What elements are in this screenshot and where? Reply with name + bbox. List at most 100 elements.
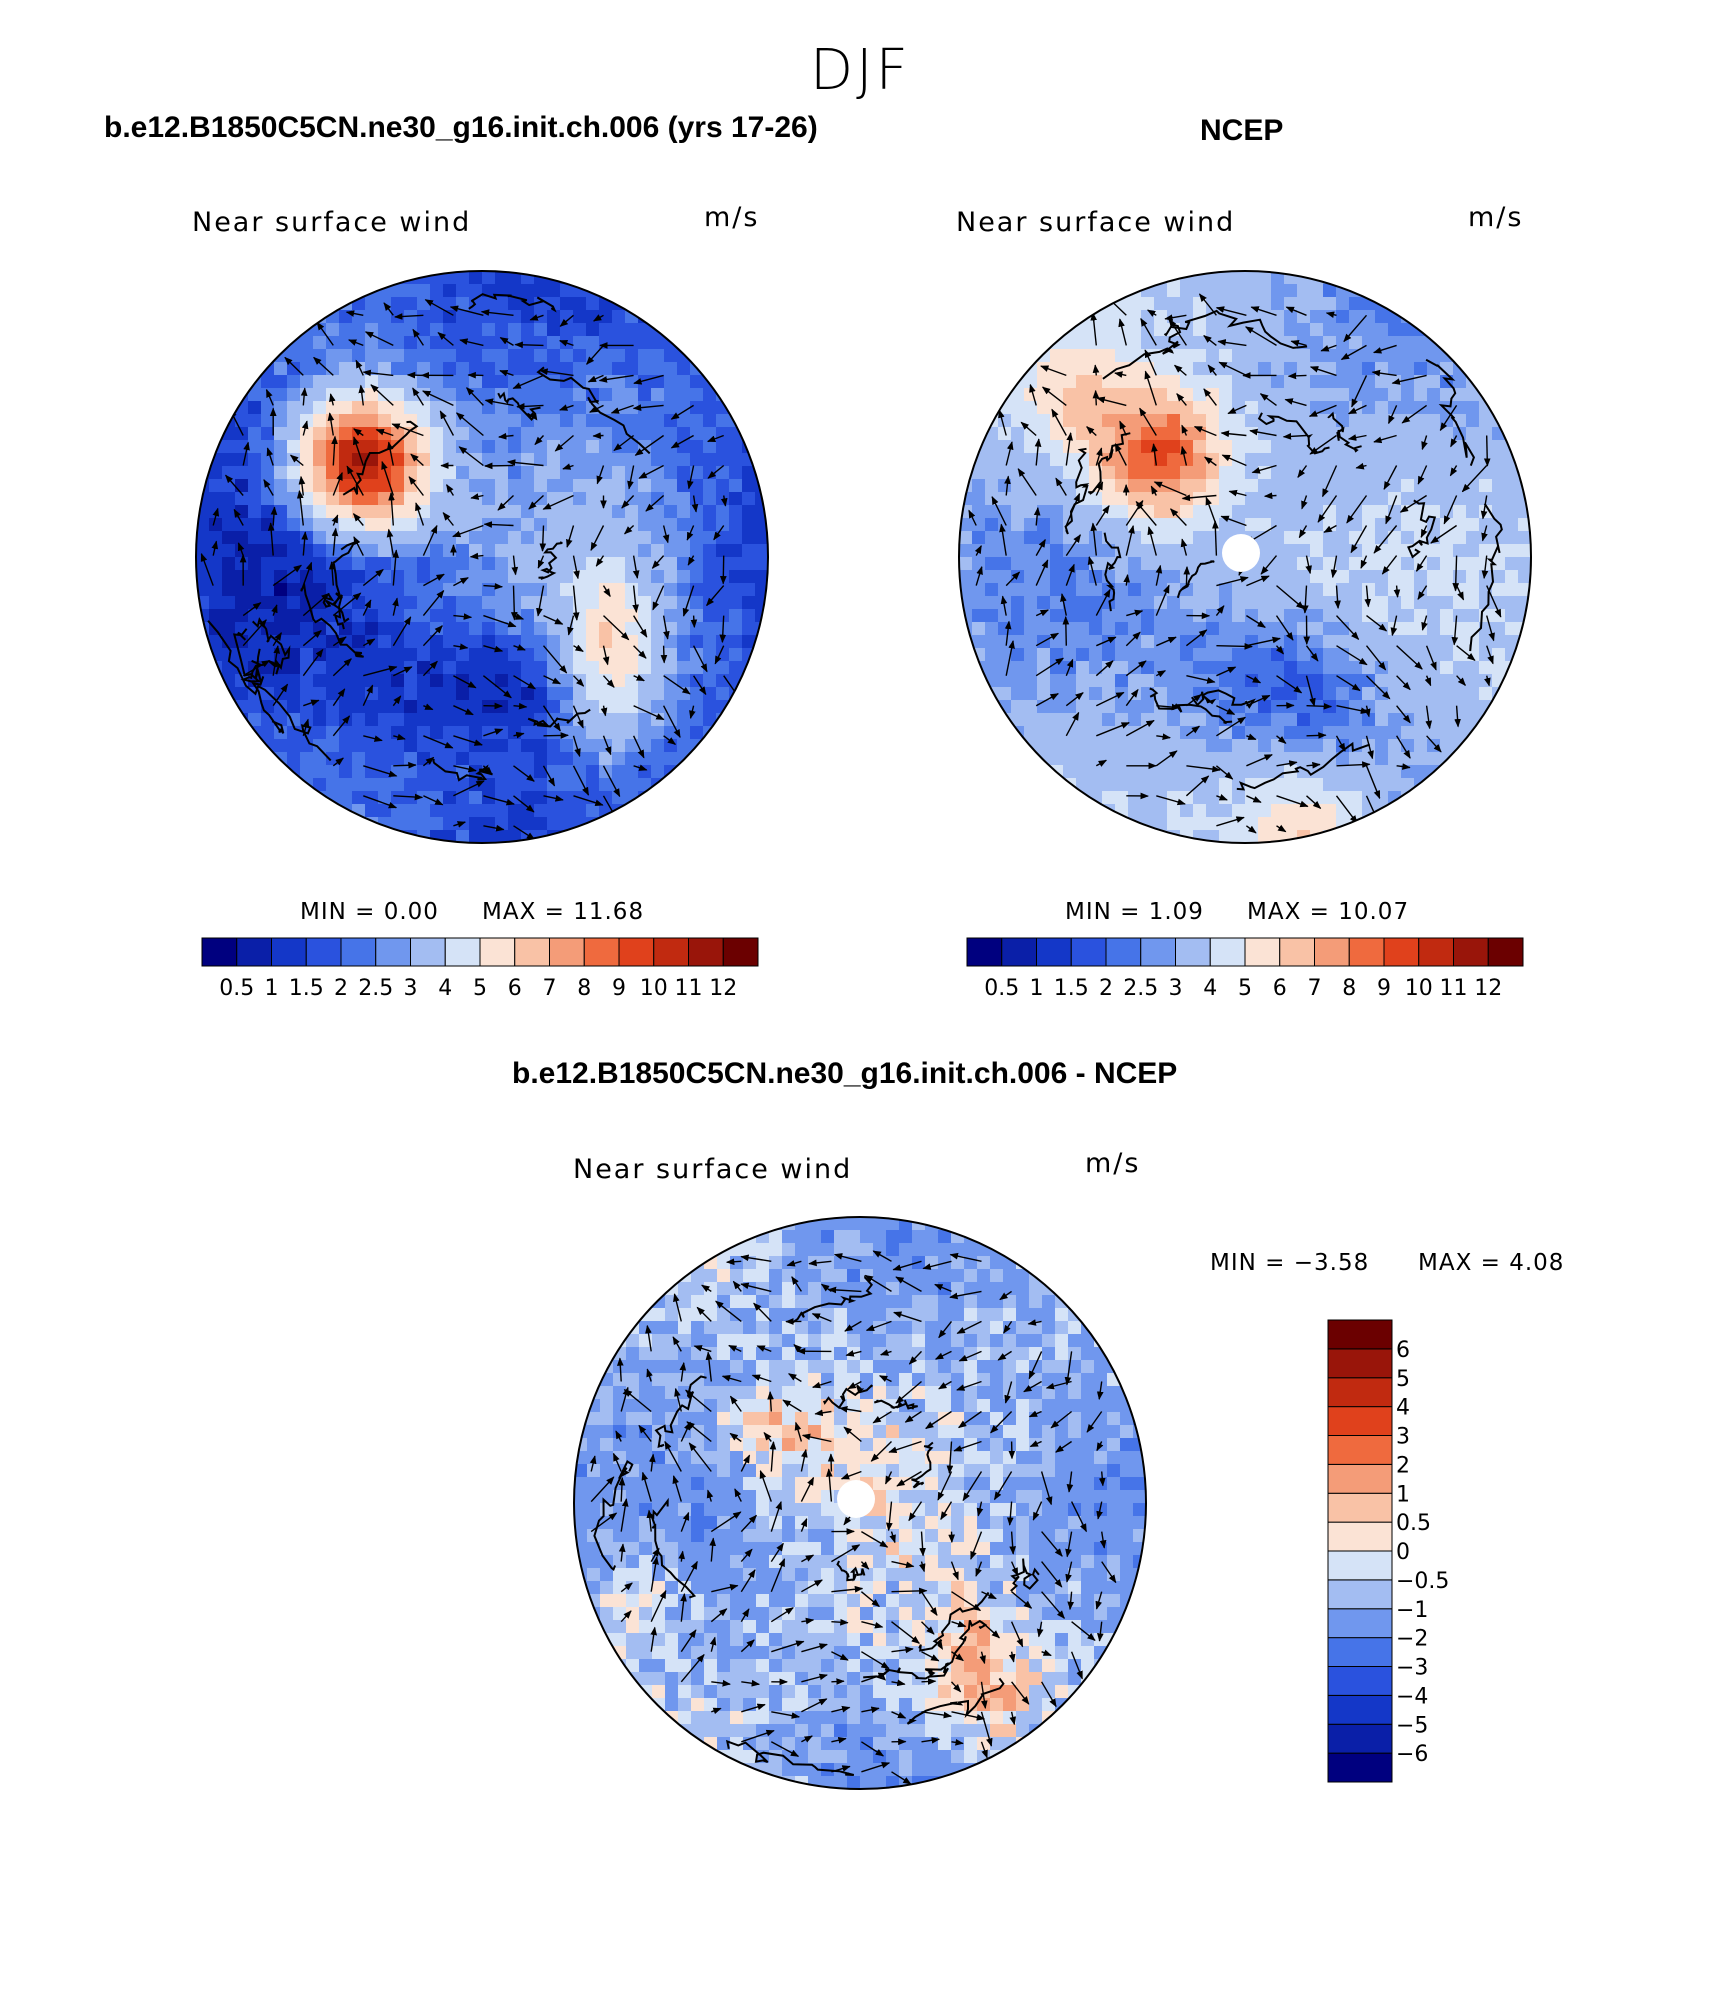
field-cell	[1128, 752, 1142, 766]
field-cell	[1323, 622, 1337, 636]
field-cell	[508, 284, 522, 298]
field-cell	[1258, 518, 1272, 532]
field-cell	[977, 1373, 991, 1387]
field-cell	[1081, 1373, 1095, 1387]
field-cell	[1141, 648, 1155, 662]
field-cell	[443, 817, 457, 831]
field-cell	[1089, 687, 1103, 701]
wind-vector	[1156, 795, 1186, 806]
field-cell	[691, 1282, 705, 1296]
field-cell	[612, 479, 626, 493]
field-cell	[587, 1490, 601, 1504]
field-cell	[508, 583, 522, 597]
field-cell	[1050, 557, 1064, 571]
field-cell	[959, 544, 973, 558]
field-cell	[769, 1373, 783, 1387]
field-cell	[469, 388, 483, 402]
field-cell	[612, 518, 626, 532]
field-cell	[873, 1425, 887, 1439]
field-cell	[1128, 479, 1142, 493]
field-cell	[1042, 1360, 1056, 1374]
field-cell	[573, 544, 587, 558]
wind-vector	[483, 795, 515, 806]
field-cell	[677, 479, 691, 493]
field-cell	[599, 453, 613, 467]
field-cell	[1167, 622, 1181, 636]
field-cell	[1081, 1464, 1095, 1478]
field-cell	[925, 1477, 939, 1491]
field-cell	[1349, 583, 1363, 597]
field-cell	[365, 310, 379, 324]
field-cell	[1245, 271, 1259, 285]
wind-vector	[706, 585, 725, 607]
field-cell	[430, 661, 444, 675]
field-cell	[1492, 453, 1506, 467]
field-cell	[834, 1321, 848, 1335]
field-cell	[1388, 336, 1402, 350]
field-cell	[1466, 492, 1480, 506]
field-cell	[1245, 427, 1259, 441]
field-cell	[313, 414, 327, 428]
wind-vector	[313, 356, 334, 376]
field-cell	[808, 1386, 822, 1400]
field-cell	[1362, 479, 1376, 493]
field-cell	[456, 492, 470, 506]
field-cell	[378, 661, 392, 675]
field-cell	[1120, 1503, 1134, 1517]
field-cell	[587, 1438, 601, 1452]
field-cell	[1219, 804, 1233, 818]
field-cell	[586, 778, 600, 792]
field-cell	[1414, 713, 1428, 727]
field-cell	[925, 1217, 939, 1231]
field-cell	[1271, 310, 1285, 324]
field-cell	[972, 596, 986, 610]
wind-vector	[602, 645, 610, 666]
field-cell	[1362, 466, 1376, 480]
field-cell	[677, 726, 691, 740]
field-cell	[469, 401, 483, 415]
field-cell	[899, 1347, 913, 1361]
field-cell	[482, 440, 496, 454]
field-cell	[625, 752, 639, 766]
field-cell	[1310, 518, 1324, 532]
field-cell	[1011, 557, 1025, 571]
field-cell	[1453, 674, 1467, 688]
field-cell	[196, 531, 210, 545]
field-cell	[495, 414, 509, 428]
field-cell	[521, 596, 535, 610]
field-cell	[985, 609, 999, 623]
field-cell	[508, 713, 522, 727]
field-cell	[717, 1425, 731, 1439]
field-cell	[1037, 453, 1051, 467]
field-cell	[1258, 713, 1272, 727]
wind-vector	[499, 370, 514, 377]
field-cell	[573, 570, 587, 584]
field-cell	[1154, 544, 1168, 558]
field-cell	[1193, 544, 1207, 558]
field-cell	[313, 687, 327, 701]
field-cell	[612, 661, 626, 675]
field-cell	[1232, 362, 1246, 376]
field-cell	[1154, 284, 1168, 298]
field-cell	[391, 440, 405, 454]
field-cell	[1206, 817, 1220, 831]
panel-1-units-label: m/s	[704, 202, 760, 233]
field-cell	[339, 557, 353, 571]
field-cell	[1180, 804, 1194, 818]
field-cell	[742, 596, 756, 610]
field-cell	[1037, 401, 1051, 415]
field-cell	[469, 635, 483, 649]
field-cell	[1024, 726, 1038, 740]
field-cell	[972, 609, 986, 623]
field-cell	[313, 726, 327, 740]
field-cell	[782, 1256, 796, 1270]
field-cell	[873, 1529, 887, 1543]
field-cell	[1271, 388, 1285, 402]
field-cell	[860, 1607, 874, 1621]
field-cell	[443, 622, 457, 636]
field-cell	[899, 1568, 913, 1582]
field-cell	[1089, 726, 1103, 740]
field-cell	[391, 713, 405, 727]
field-cell	[1076, 362, 1090, 376]
field-cell	[1375, 687, 1389, 701]
